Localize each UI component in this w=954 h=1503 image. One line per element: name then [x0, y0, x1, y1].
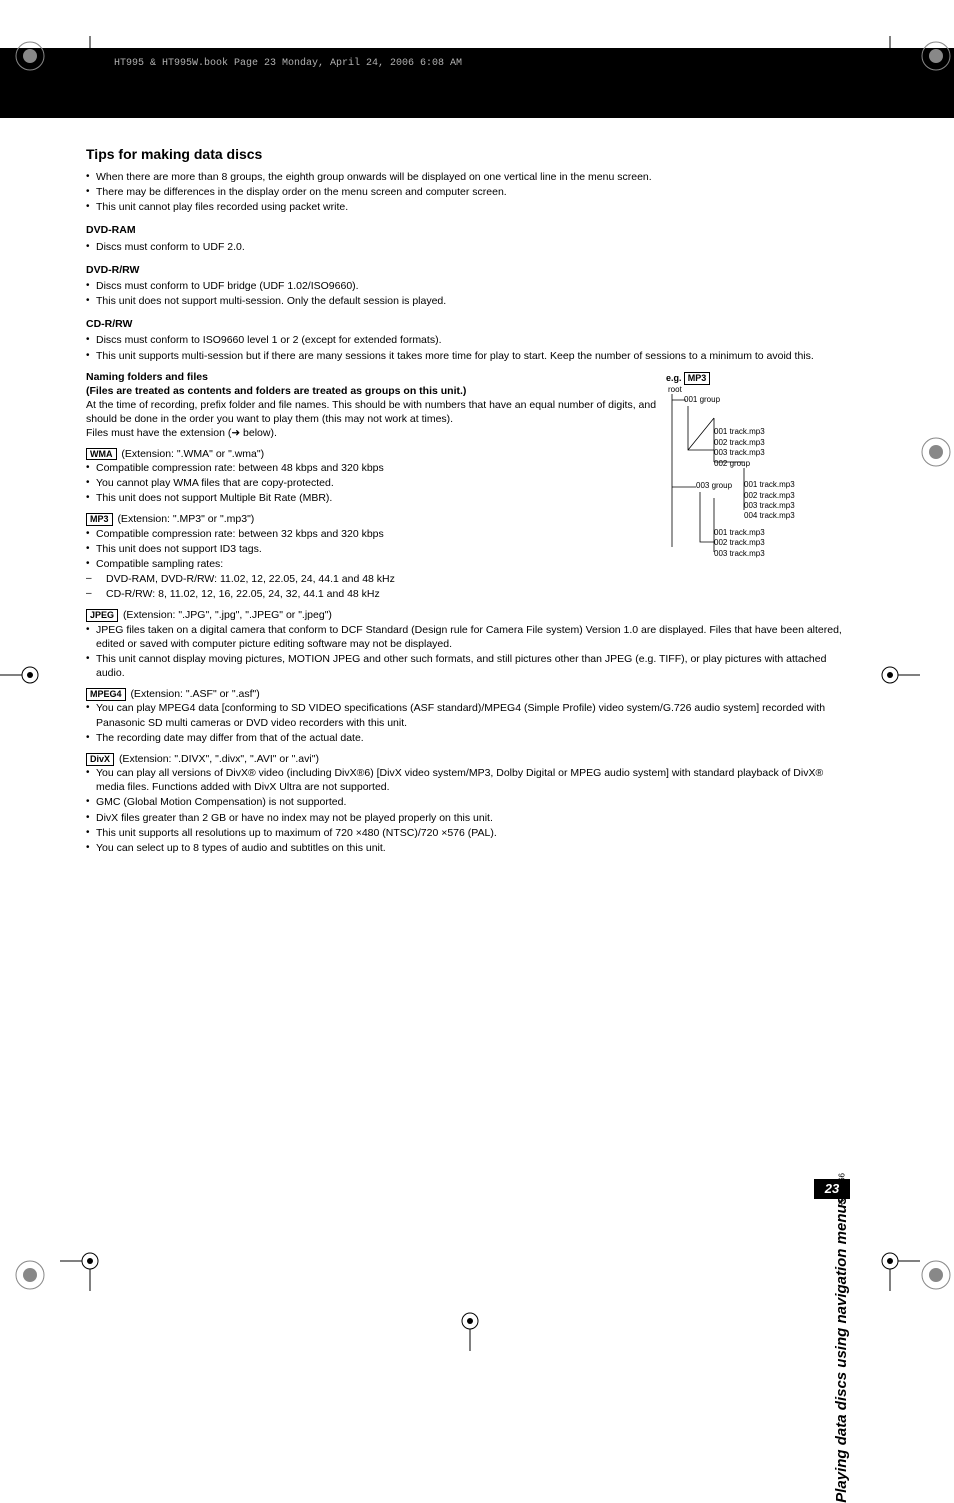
tree-node: 002 track.mp3: [714, 538, 846, 548]
list-item: Discs must conform to ISO9660 level 1 or…: [86, 333, 846, 347]
cdrrw-list: Discs must conform to ISO9660 level 1 or…: [86, 333, 846, 362]
list-item: CD-R/RW: 8, 11.02, 12, 16, 22.05, 24, 32…: [86, 587, 658, 601]
list-item: You can play MPEG4 data [conforming to S…: [86, 701, 846, 729]
naming-para: Files must have the extension (➜ below).: [86, 426, 658, 440]
list-item: Discs must conform to UDF bridge (UDF 1.…: [86, 279, 846, 293]
subheading-naming: Naming folders and files: [86, 370, 658, 384]
list-item: DVD-RAM, DVD-R/RW: 11.02, 12, 22.05, 24,…: [86, 572, 658, 586]
list-item: You cannot play WMA files that are copy-…: [86, 476, 658, 490]
format-ext-text: (Extension: ".DIVX", ".divx", ".AVI" or …: [119, 753, 319, 765]
tree-node: 001 group: [684, 395, 846, 405]
folder-tree-diagram: e.g. MP3 root 001 group 001 track.mp3 00…: [666, 370, 846, 603]
section-title: Tips for making data discs: [86, 145, 846, 164]
format-label-wma: WMA: [86, 448, 117, 461]
format-jpeg-line: JPEG (Extension: ".JPG", ".jpg", ".JPEG"…: [86, 608, 846, 622]
format-label-jpeg: JPEG: [86, 609, 118, 622]
subheading-dvdram: DVD-RAM: [86, 223, 846, 237]
crop-mark-icon: [60, 36, 120, 96]
list-item: JPEG files taken on a digital camera tha…: [86, 623, 846, 651]
list-item: This unit cannot play files recorded usi…: [86, 200, 846, 214]
format-divx-line: DivX (Extension: ".DIVX", ".divx", ".AVI…: [86, 752, 846, 766]
list-item: Compatible compression rate: between 48 …: [86, 461, 658, 475]
register-mark-icon: [14, 40, 46, 72]
tree-node: 002 track.mp3: [744, 491, 846, 501]
crop-mark-icon: [860, 36, 920, 96]
crop-mark-icon: [860, 645, 920, 705]
naming-para: At the time of recording, prefix folder …: [86, 398, 658, 426]
subheading-dvdrrw: DVD-R/RW: [86, 263, 846, 277]
list-item: You can play all versions of DivX® video…: [86, 766, 846, 794]
mpeg4-list: You can play MPEG4 data [conforming to S…: [86, 701, 846, 745]
register-mark-icon: [920, 436, 952, 468]
list-item: This unit does not support multi-session…: [86, 294, 846, 308]
tree-node: 002 group: [714, 459, 846, 469]
tree-node: 002 track.mp3: [714, 438, 846, 448]
crop-mark-icon: [440, 1291, 500, 1351]
format-label-mp3: MP3: [86, 513, 113, 526]
dvdrrw-list: Discs must conform to UDF bridge (UDF 1.…: [86, 279, 846, 308]
crop-mark-icon: [0, 645, 60, 705]
format-mp3-line: MP3 (Extension: ".MP3" or ".mp3"): [86, 512, 658, 526]
list-item: When there are more than 8 groups, the e…: [86, 170, 846, 184]
list-item: DivX files greater than 2 GB or have no …: [86, 811, 846, 825]
crop-mark-icon: [60, 1231, 120, 1291]
wma-list: Compatible compression rate: between 48 …: [86, 461, 658, 506]
tree-node: 001 track.mp3: [714, 528, 846, 538]
naming-subheading: (Files are treated as contents and folde…: [86, 384, 658, 398]
list-item: This unit does not support Multiple Bit …: [86, 491, 658, 505]
tree-node: 001 track.mp3: [744, 480, 846, 490]
eg-format-label: MP3: [684, 372, 711, 385]
format-wma-line: WMA (Extension: ".WMA" or ".wma"): [86, 447, 658, 461]
format-mpeg4-line: MPEG4 (Extension: ".ASF" or ".asf"): [86, 687, 846, 701]
eg-label: e.g.: [666, 373, 682, 383]
format-ext-text: (Extension: ".WMA" or ".wma"): [121, 448, 264, 460]
format-ext-text: (Extension: ".JPG", ".jpg", ".JPEG" or "…: [123, 609, 332, 621]
list-item: This unit does not support ID3 tags.: [86, 542, 658, 556]
page-number: 23: [814, 1179, 850, 1199]
list-item: There may be differences in the display …: [86, 185, 846, 199]
list-item: Compatible sampling rates:: [86, 557, 658, 571]
crop-mark-icon: [860, 1231, 920, 1291]
list-item: This unit cannot display moving pictures…: [86, 652, 846, 680]
list-item: The recording date may differ from that …: [86, 731, 846, 745]
list-item: GMC (Global Motion Compensation) is not …: [86, 795, 846, 809]
header-filepath: HT995 & HT995W.book Page 23 Monday, Apri…: [114, 58, 462, 69]
format-ext-text: (Extension: ".MP3" or ".mp3"): [117, 513, 254, 525]
list-item: This unit supports all resolutions up to…: [86, 826, 846, 840]
jpeg-list: JPEG files taken on a digital camera tha…: [86, 623, 846, 681]
mp3-list: Compatible compression rate: between 32 …: [86, 527, 658, 602]
tree-node: 003 track.mp3: [744, 501, 846, 511]
list-item: Discs must conform to UDF 2.0.: [86, 240, 846, 254]
format-ext-text: (Extension: ".ASF" or ".asf"): [130, 688, 259, 700]
format-label-divx: DivX: [86, 753, 114, 766]
tree-node: 001 track.mp3: [714, 427, 846, 437]
register-mark-icon: [920, 1259, 952, 1291]
tree-node: 003 track.mp3: [714, 448, 846, 458]
dvdram-list: Discs must conform to UDF 2.0.: [86, 240, 846, 254]
list-item: This unit supports multi-session but if …: [86, 349, 846, 363]
tree-root: root: [668, 385, 846, 395]
list-item: You can select up to 8 types of audio an…: [86, 841, 846, 855]
register-mark-icon: [920, 40, 952, 72]
side-section-label: Playing data discs using navigation menu…: [833, 1196, 850, 1503]
register-mark-icon: [14, 1259, 46, 1291]
list-item: Compatible compression rate: between 32 …: [86, 527, 658, 541]
divx-list: You can play all versions of DivX® video…: [86, 766, 846, 855]
tree-node: 003 track.mp3: [714, 549, 846, 559]
intro-list: When there are more than 8 groups, the e…: [86, 170, 846, 215]
subheading-cdrrw: CD-R/RW: [86, 317, 846, 331]
format-label-mpeg4: MPEG4: [86, 688, 126, 701]
tree-node: 004 track.mp3: [744, 511, 846, 521]
page-content: Tips for making data discs When there ar…: [86, 145, 846, 856]
